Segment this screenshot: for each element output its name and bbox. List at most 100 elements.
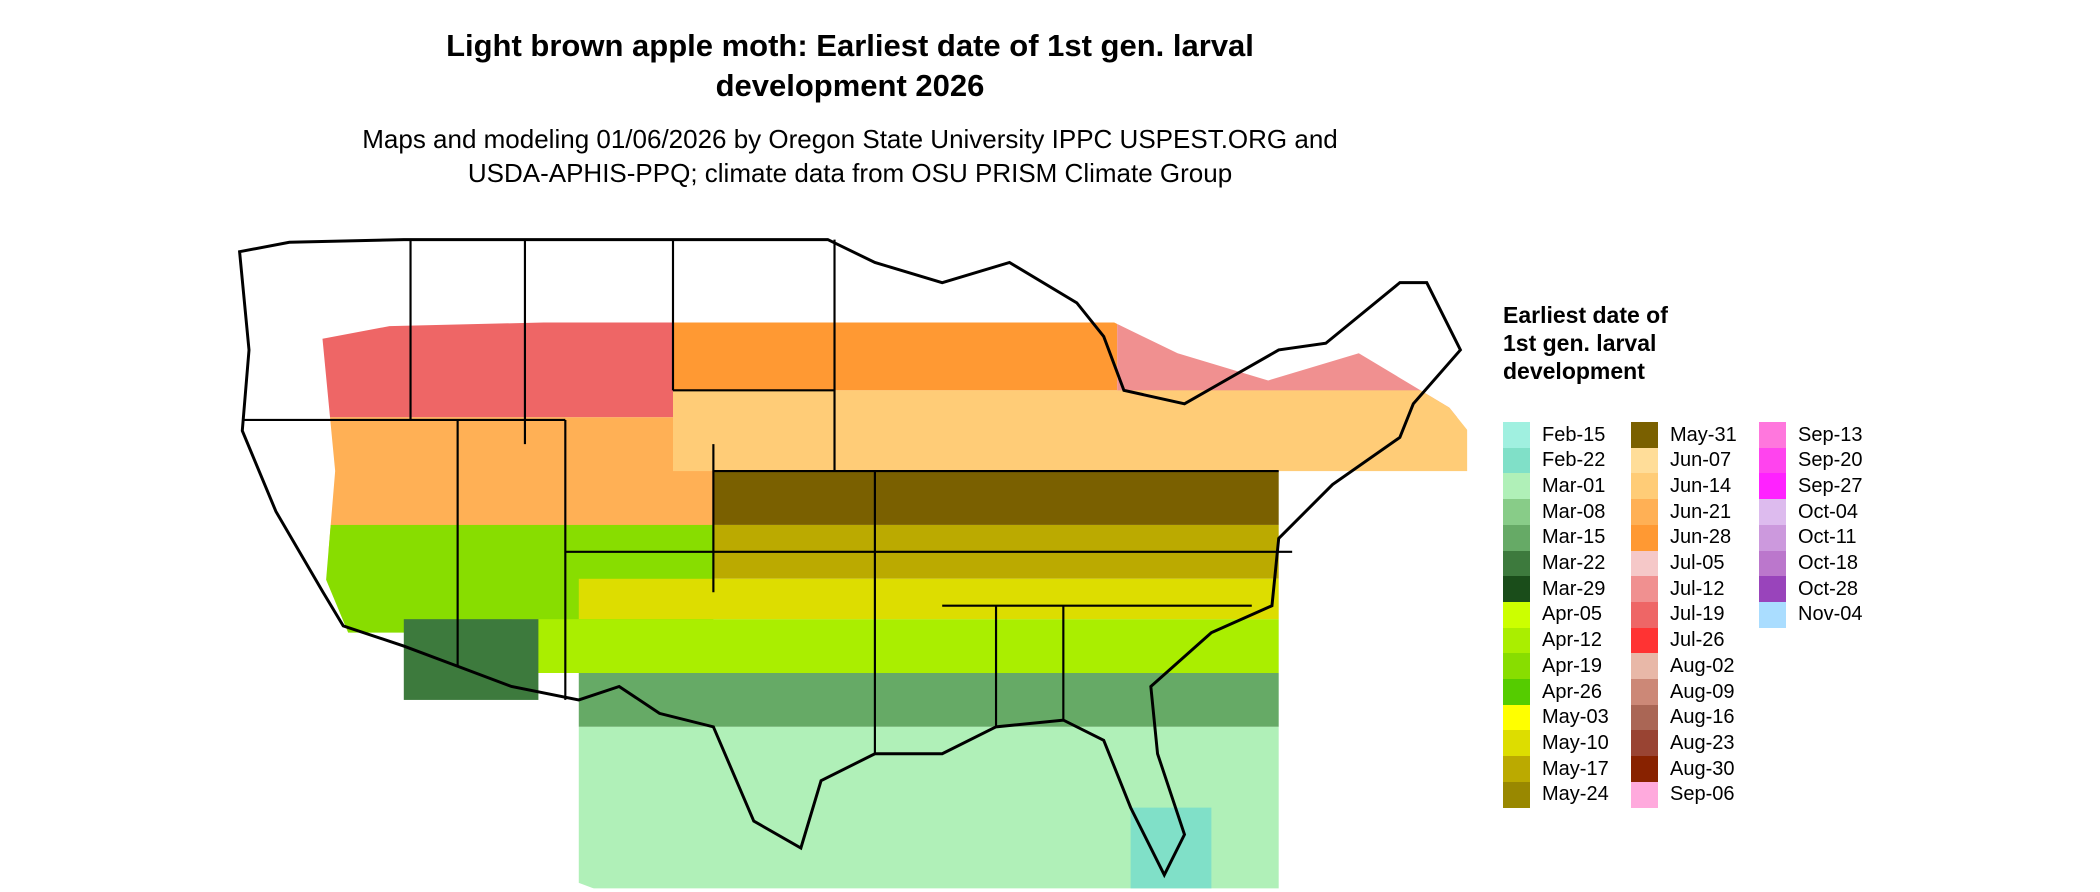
legend-label: May-03 bbox=[1542, 706, 1609, 729]
map-title: Light brown apple moth: Earliest date of… bbox=[446, 28, 1254, 103]
legend-entry: Aug-02 bbox=[1631, 653, 1735, 680]
legend-label: Mar-01 bbox=[1542, 474, 1606, 497]
legend-swatch bbox=[1631, 756, 1658, 783]
legend-swatch bbox=[1631, 473, 1658, 500]
legend-label: May-31 bbox=[1670, 423, 1737, 446]
legend-entry: Oct-28 bbox=[1759, 576, 1859, 603]
legend-label: Sep-20 bbox=[1798, 449, 1863, 472]
legend-swatch bbox=[1759, 576, 1786, 603]
legend-label: Jun-21 bbox=[1670, 500, 1732, 523]
legend-entry: Apr-05 bbox=[1503, 601, 1602, 628]
legend-entry: Mar-22 bbox=[1503, 550, 1605, 577]
legend-label: Apr-19 bbox=[1542, 654, 1603, 677]
legend-entry: Nov-04 bbox=[1759, 601, 1863, 628]
legend-swatch bbox=[1503, 756, 1530, 783]
legend-entry: Mar-15 bbox=[1503, 524, 1606, 551]
legend-entry: Jul-12 bbox=[1631, 576, 1724, 603]
legend-entry: Sep-20 bbox=[1759, 447, 1863, 474]
legend-entry: Jun-14 bbox=[1631, 473, 1732, 500]
legend-label: Aug-16 bbox=[1670, 706, 1735, 729]
legend-entry: Jul-26 bbox=[1631, 627, 1725, 654]
legend-swatch bbox=[1631, 422, 1658, 448]
legend-swatch bbox=[1503, 730, 1530, 757]
legend-swatch bbox=[1631, 447, 1658, 474]
legend-entry: Apr-19 bbox=[1503, 653, 1603, 680]
legend-swatch bbox=[1503, 524, 1530, 551]
legend-label: Jul-05 bbox=[1670, 552, 1725, 574]
legend-swatch bbox=[1631, 679, 1658, 705]
legend-label: Mar-08 bbox=[1542, 500, 1606, 523]
map-subtitle: Maps and modeling 01/06/2026 by Oregon S… bbox=[362, 124, 1338, 188]
legend-swatch bbox=[1503, 447, 1530, 474]
legend-label: Jul-26 bbox=[1670, 629, 1725, 652]
legend-entry: Jul-19 bbox=[1631, 601, 1724, 628]
legend-swatch bbox=[1631, 781, 1658, 808]
legend-label: Oct-11 bbox=[1798, 526, 1857, 549]
legend-label: Apr-12 bbox=[1542, 629, 1603, 652]
legend-swatch bbox=[1503, 499, 1530, 526]
legend-swatch bbox=[1759, 524, 1786, 551]
legend-entry: Aug-23 bbox=[1631, 730, 1735, 757]
legend-swatch bbox=[1503, 781, 1530, 808]
legend-entry: Sep-27 bbox=[1759, 473, 1863, 500]
legend-entry: Mar-01 bbox=[1503, 473, 1606, 500]
legend-entry: May-24 bbox=[1503, 781, 1609, 808]
legend-swatch bbox=[1759, 447, 1786, 474]
legend-label: Mar-29 bbox=[1542, 577, 1606, 600]
legend-entry: Oct-11 bbox=[1759, 524, 1857, 551]
us-outline bbox=[237, 238, 1463, 879]
legend-entry: May-10 bbox=[1503, 730, 1609, 757]
legend-label: Feb-15 bbox=[1542, 423, 1606, 446]
legend-swatch bbox=[1759, 422, 1786, 448]
legend-label: Mar-15 bbox=[1542, 526, 1606, 549]
legend-swatch bbox=[1759, 550, 1786, 577]
legend-entry: Jun-28 bbox=[1631, 524, 1731, 551]
legend-entry: Feb-15 bbox=[1503, 422, 1605, 448]
legend-entry: Jun-07 bbox=[1631, 447, 1731, 474]
legend-swatch bbox=[1503, 704, 1530, 731]
legend-swatch bbox=[1503, 679, 1530, 705]
legend-label: Sep-13 bbox=[1798, 423, 1863, 446]
legend-swatch bbox=[1631, 730, 1658, 757]
legend-swatch bbox=[1631, 704, 1658, 731]
legend-entry: May-31 bbox=[1631, 422, 1737, 448]
legend-label: Oct-04 bbox=[1798, 500, 1859, 523]
legend-label: Sep-27 bbox=[1798, 474, 1863, 497]
legend-swatch bbox=[1503, 601, 1530, 628]
legend-entry: May-17 bbox=[1503, 756, 1609, 783]
legend-swatch bbox=[1759, 473, 1786, 500]
legend-swatch bbox=[1503, 422, 1530, 448]
legend-label: Sep-06 bbox=[1670, 783, 1735, 806]
legend-swatch bbox=[1631, 550, 1658, 577]
legend-entry: Aug-16 bbox=[1631, 704, 1735, 731]
legend-entry: Mar-08 bbox=[1503, 499, 1606, 526]
legend-entry: Feb-22 bbox=[1503, 447, 1606, 474]
legend-label: Nov-04 bbox=[1798, 603, 1863, 626]
legend-entry: Sep-06 bbox=[1631, 781, 1735, 808]
legend-label: Jun-14 bbox=[1670, 474, 1732, 497]
map-fill bbox=[322, 322, 1468, 889]
legend-label: Aug-02 bbox=[1670, 654, 1735, 677]
legend-swatch bbox=[1503, 473, 1530, 500]
legend-entry: Apr-12 bbox=[1503, 627, 1603, 654]
legend-entry: Jul-05 bbox=[1631, 550, 1725, 577]
legend-label: Oct-18 bbox=[1798, 552, 1859, 574]
legend-entry: Apr-26 bbox=[1503, 679, 1602, 705]
legend-label: Aug-09 bbox=[1670, 680, 1735, 703]
legend-swatch bbox=[1631, 524, 1658, 551]
legend-swatch bbox=[1631, 601, 1658, 628]
legend-swatch bbox=[1759, 499, 1786, 526]
legend-label: Oct-28 bbox=[1798, 577, 1859, 600]
legend-entry: Sep-13 bbox=[1759, 422, 1863, 448]
legend-title: Earliest date of 1st gen. larval develop… bbox=[1503, 302, 1668, 384]
legend-label: Feb-22 bbox=[1542, 449, 1606, 472]
legend-swatch bbox=[1631, 627, 1658, 654]
legend-label: Aug-30 bbox=[1670, 757, 1735, 780]
legend-label: May-10 bbox=[1542, 731, 1609, 754]
legend-entry: Mar-29 bbox=[1503, 576, 1606, 603]
legend-swatch bbox=[1503, 627, 1530, 654]
legend-swatch bbox=[1631, 576, 1658, 603]
state-lines bbox=[242, 239, 1293, 754]
legend-swatch bbox=[1503, 576, 1530, 603]
